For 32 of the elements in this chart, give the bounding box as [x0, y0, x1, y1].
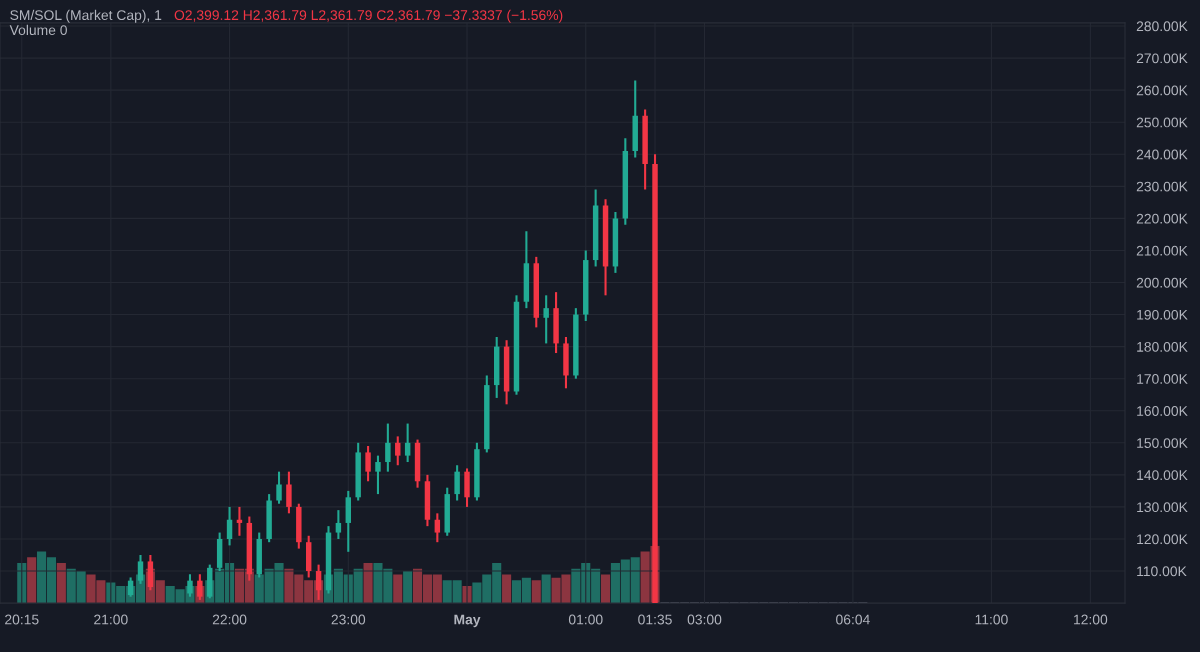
x-tick-label: 06:04 [836, 614, 870, 625]
x-tick-label: 23:00 [331, 614, 366, 625]
y-tick-label: 270.00K [1136, 53, 1188, 64]
y-tick-label: 260.00K [1136, 85, 1188, 96]
y-tick-label: 210.00K [1136, 245, 1188, 256]
y-tick-label: 230.00K [1136, 181, 1188, 192]
x-tick-label: 03:00 [687, 614, 722, 625]
y-tick-label: 180.00K [1137, 341, 1188, 352]
y-tick-label: 160.00K [1137, 406, 1188, 416]
annotation: Volume 0 [9, 24, 67, 36]
y-tick-label: 190.00K [1137, 309, 1188, 320]
y-tick-label: 130.00K [1137, 502, 1188, 513]
y-tick-label: 140.00K [1137, 470, 1188, 481]
y-tick-label: 150.00K [1137, 438, 1188, 448]
x-tick-label: 12:00 [1074, 614, 1108, 625]
y-tick-label: 110.00K [1137, 566, 1187, 577]
x-tick-label: 01:00 [568, 614, 603, 625]
y-tick-label: 250.00K [1136, 117, 1188, 128]
y-tick-label: 280.00K [1136, 21, 1188, 32]
y-tick-label: 170.00K [1137, 374, 1188, 384]
y-tick-label: 240.00K [1136, 149, 1188, 160]
y-tick-label: 120.00K [1137, 534, 1188, 545]
text: O2,399.12 H2,361.79 L2,361.79 C2,361.79 −37.3337 (−1.56%) [174, 9, 563, 23]
x-tick-label: 01:35 [638, 614, 672, 625]
y-tick-label: 220.00K [1136, 213, 1188, 224]
x-tick-label: 20:15 [5, 614, 39, 625]
y-tick-label: 200.00K [1136, 277, 1188, 288]
x-tick-label: 22:00 [212, 614, 247, 625]
chart-title: SM/SOL (Market Cap), 1 [10, 9, 162, 23]
x-tick-label: 11:00 [975, 614, 1008, 625]
x-tick-label: 21:00 [94, 614, 128, 625]
x-tick-label: May [454, 614, 481, 628]
